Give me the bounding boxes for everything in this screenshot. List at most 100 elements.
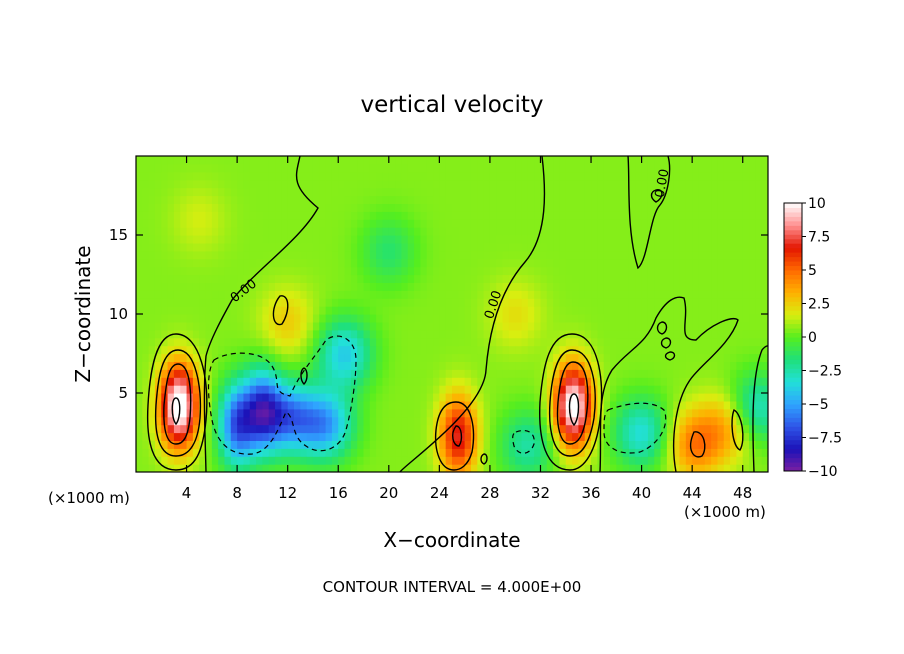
heatmap-cell	[685, 353, 693, 362]
heatmap-cell	[300, 448, 308, 457]
heatmap-cell	[692, 416, 700, 426]
heatmap-cell	[654, 448, 662, 457]
heatmap-cell	[224, 211, 232, 220]
heatmap-cell	[136, 377, 143, 386]
heatmap-cell	[401, 377, 409, 386]
heatmap-cell	[736, 163, 744, 173]
heatmap-cell	[736, 203, 744, 212]
heatmap-cell	[388, 353, 396, 362]
heatmap-cell	[224, 179, 232, 189]
heatmap-cell	[470, 448, 478, 457]
heatmap-cell	[496, 393, 504, 402]
heatmap-cell	[452, 242, 459, 252]
heatmap-cell	[616, 195, 624, 204]
heatmap-cell	[584, 235, 592, 244]
heatmap-cell	[205, 408, 213, 418]
heatmap-cell	[761, 369, 768, 378]
heatmap-cell	[275, 171, 282, 181]
heatmap-cell	[685, 274, 693, 283]
heatmap-cell	[357, 258, 365, 268]
heatmap-cell	[641, 258, 649, 268]
heatmap-cell	[483, 408, 491, 418]
heatmap-cell	[275, 377, 282, 386]
heatmap-cell	[610, 250, 617, 260]
heatmap-cell	[508, 195, 516, 204]
heatmap-cell	[515, 258, 523, 268]
heatmap-cell	[205, 203, 213, 212]
heatmap-cell	[420, 258, 428, 268]
heatmap-cell	[167, 424, 175, 434]
heatmap-cell	[395, 345, 403, 355]
heatmap-cell	[331, 282, 339, 291]
heatmap-cell	[647, 171, 655, 181]
heatmap-cell	[641, 179, 649, 189]
heatmap-cell	[578, 187, 586, 197]
heatmap-cell	[679, 393, 687, 402]
heatmap-cell	[376, 345, 384, 355]
heatmap-cell	[287, 464, 295, 472]
heatmap-cell	[420, 424, 428, 434]
heatmap-cell	[344, 432, 352, 441]
heatmap-cell	[382, 187, 390, 197]
heatmap-cell	[515, 369, 523, 378]
heatmap-cell	[761, 432, 768, 441]
heatmap-cell	[730, 377, 737, 386]
heatmap-cell	[572, 337, 579, 347]
heatmap-cell	[458, 314, 466, 323]
heatmap-cell	[717, 290, 725, 299]
heatmap-cell	[287, 306, 295, 315]
heatmap-cell	[369, 353, 377, 362]
heatmap-cell	[559, 258, 567, 268]
heatmap-cell	[628, 321, 636, 331]
heatmap-cell	[275, 464, 282, 472]
heatmap-cell	[136, 235, 143, 244]
heatmap-cell	[489, 187, 497, 197]
heatmap-cell	[452, 290, 459, 299]
heatmap-cell	[224, 258, 232, 268]
heatmap-cell	[502, 195, 510, 204]
x-tick-label: 20	[379, 484, 398, 502]
heatmap-cell	[679, 314, 687, 323]
heatmap-cell	[237, 345, 245, 355]
heatmap-cell	[331, 274, 339, 283]
heatmap-cell	[300, 377, 308, 386]
heatmap-cell	[439, 345, 447, 355]
heatmap-cell	[489, 171, 497, 181]
heatmap-cell	[205, 361, 213, 370]
heatmap-cell	[306, 337, 314, 347]
heatmap-cell	[224, 440, 232, 449]
heatmap-cell	[477, 171, 485, 181]
heatmap-cell	[704, 416, 712, 426]
heatmap-cell	[199, 306, 207, 315]
heatmap-cell	[161, 187, 169, 197]
heatmap-cell	[660, 321, 668, 331]
heatmap-cell	[635, 369, 643, 378]
heatmap-cell	[521, 424, 529, 434]
heatmap-cell	[312, 195, 320, 204]
heatmap-cell	[565, 171, 573, 181]
heatmap-cell	[742, 353, 750, 362]
heatmap-cell	[136, 306, 143, 315]
heatmap-cell	[294, 345, 301, 355]
heatmap-cell	[755, 163, 763, 173]
heatmap-cell	[711, 408, 719, 418]
heatmap-cell	[496, 156, 504, 165]
heatmap-cell	[218, 385, 226, 394]
heatmap-cell	[673, 424, 681, 434]
heatmap-cell	[515, 408, 523, 418]
heatmap-cell	[180, 393, 188, 402]
heatmap-cell	[464, 361, 472, 370]
heatmap-cell	[496, 290, 504, 299]
heatmap-cell	[489, 369, 497, 378]
heatmap-cell	[287, 416, 295, 426]
heatmap-cell	[243, 195, 251, 204]
heatmap-cell	[540, 314, 548, 323]
heatmap-cell	[527, 163, 535, 173]
heatmap-cell	[237, 377, 245, 386]
heatmap-cell	[540, 235, 548, 244]
heatmap-cell	[603, 353, 611, 362]
heatmap-cell	[489, 432, 497, 441]
heatmap-cell	[281, 345, 289, 355]
heatmap-cell	[553, 242, 561, 252]
heatmap-cell	[742, 345, 750, 355]
